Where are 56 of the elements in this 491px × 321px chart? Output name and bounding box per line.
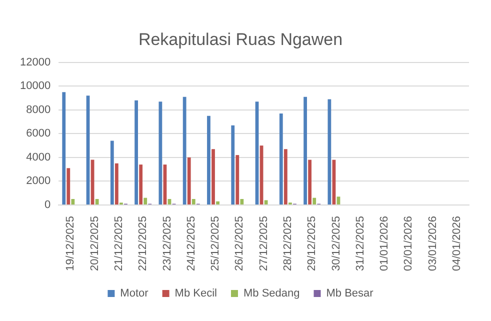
x-tick-label: 27/12/2025 xyxy=(258,216,270,272)
x-tick-label: 25/12/2025 xyxy=(210,216,222,272)
legend-label: Mb Besar xyxy=(326,288,374,300)
bar xyxy=(312,198,316,204)
x-tick-label: 01/01/2026 xyxy=(378,216,391,272)
x-tick-label: 26/12/2025 xyxy=(234,216,246,272)
bar xyxy=(212,149,215,204)
bar xyxy=(207,116,210,204)
bar xyxy=(187,157,191,204)
bar xyxy=(336,196,340,204)
x-tick-label: 04/01/2026 xyxy=(450,216,463,272)
x-tick-label: 24/12/2025 xyxy=(185,216,198,272)
bar xyxy=(284,149,288,204)
bar xyxy=(216,201,220,204)
bar xyxy=(114,163,118,204)
bar xyxy=(182,96,186,204)
legend-label: Motor xyxy=(120,288,149,300)
x-tick-label: 20/12/2025 xyxy=(88,216,101,272)
y-tick-label: 6000 xyxy=(26,128,51,140)
bar xyxy=(62,92,66,204)
y-tick-label: 4000 xyxy=(26,151,51,164)
y-tick-label: 0 xyxy=(44,198,51,211)
x-tick-label: 23/12/2025 xyxy=(161,216,174,272)
bar xyxy=(264,200,268,204)
bar xyxy=(279,113,283,204)
bar xyxy=(71,199,75,204)
y-tick-label: 12000 xyxy=(20,56,51,68)
chart-title: Rekapitulasi Ruas Ngawen xyxy=(138,30,343,49)
bar xyxy=(231,125,235,204)
bar xyxy=(192,199,196,204)
x-tick-label: 30/12/2025 xyxy=(330,216,342,272)
y-tick-label: 8000 xyxy=(26,104,51,116)
bar xyxy=(328,99,332,204)
x-tick-label: 21/12/2025 xyxy=(112,216,125,272)
bar xyxy=(158,102,162,204)
y-tick-label: 10000 xyxy=(20,80,51,92)
bar xyxy=(139,164,143,204)
y-tick-label: 2000 xyxy=(26,175,51,188)
bar xyxy=(110,140,114,204)
bar xyxy=(240,199,244,204)
x-tick-label: 31/12/2025 xyxy=(354,216,366,272)
bar xyxy=(308,160,312,204)
legend-label: Mb Sedang xyxy=(243,288,300,300)
x-tick-label: 28/12/2025 xyxy=(282,216,294,272)
bar xyxy=(95,199,99,204)
bar xyxy=(134,100,138,204)
x-tick-label: 19/12/2025 xyxy=(64,216,77,272)
x-tick-label: 03/01/2026 xyxy=(426,216,439,272)
bar xyxy=(144,198,148,204)
legend-label: Mb Kecil xyxy=(174,288,217,300)
bar xyxy=(304,96,307,204)
x-tick-label: 22/12/2025 xyxy=(137,216,150,272)
bar xyxy=(66,168,70,204)
bar xyxy=(236,155,240,204)
x-tick-label: 29/12/2025 xyxy=(306,216,318,272)
x-tick-label: 02/01/2026 xyxy=(402,216,415,272)
